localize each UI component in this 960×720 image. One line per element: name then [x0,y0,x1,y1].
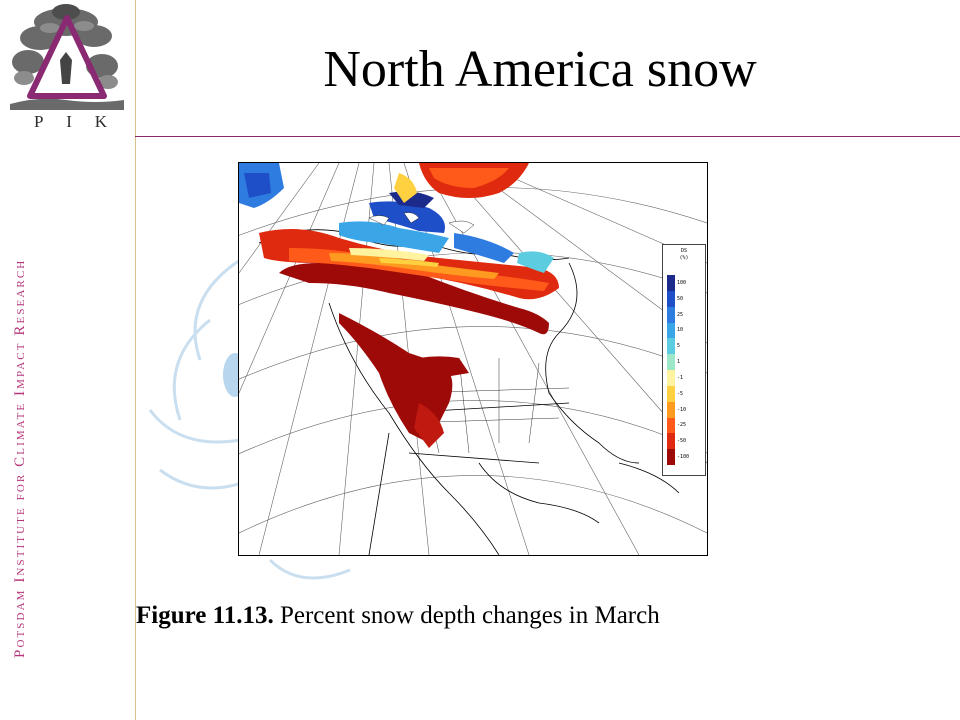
legend-label: 1 [677,359,681,366]
legend-swatch [667,433,675,450]
map-graphic [239,163,707,555]
vertical-divider [135,0,136,720]
legend-swatch [667,449,675,466]
legend-color-bar [667,275,675,466]
legend-swatch [667,290,675,308]
legend-swatch [667,370,675,387]
islands [368,212,475,234]
legend-label: 50 [677,295,684,302]
logo-letter-i: I [66,112,73,131]
legend-swatch [667,338,675,355]
institute-name-vertical: Potsdam Institute for Climate Impact Res… [12,258,28,658]
legend-swatch [667,417,675,434]
pik-logo-emblem [10,4,124,110]
graticule [239,163,707,555]
legend-label: -10 [677,406,687,413]
legend-label: -5 [677,390,684,397]
legend-swatch [667,306,675,323]
pik-logo: P I K [0,0,135,138]
legend-swatch [667,385,675,403]
legend-label: 100 [677,279,687,286]
slide-title: North America snow [323,41,757,98]
legend-label: -100 [677,454,690,461]
legend-label: -1 [677,374,684,381]
legend-swatch [667,275,675,292]
color-scale-legend: DS (%) 100 50 25 10 5 1 -1 -5 -10 -25 -50 -100 [662,244,706,476]
header-divider [135,136,960,137]
logo-letter-k: K [94,112,108,131]
legend-swatch [667,354,675,371]
legend-swatch [667,322,675,339]
legend-unit: (%) [679,255,689,261]
logo-letter-p: P [34,112,45,131]
snow-change-fill [239,163,559,448]
figure-caption: Figure 11.13. Percent snow depth changes… [136,602,826,630]
legend-label: 5 [677,343,681,350]
legend-swatch [667,401,675,418]
legend-title: DS [680,248,688,254]
legend-label: -50 [677,438,687,445]
figure-number: Figure 11.13. [136,602,274,629]
legend-label: 25 [677,311,684,318]
legend-label: -25 [677,422,687,429]
snow-depth-map [238,162,708,556]
figure-description: Percent snow depth changes in March [273,602,660,629]
legend-label: 10 [677,327,684,334]
